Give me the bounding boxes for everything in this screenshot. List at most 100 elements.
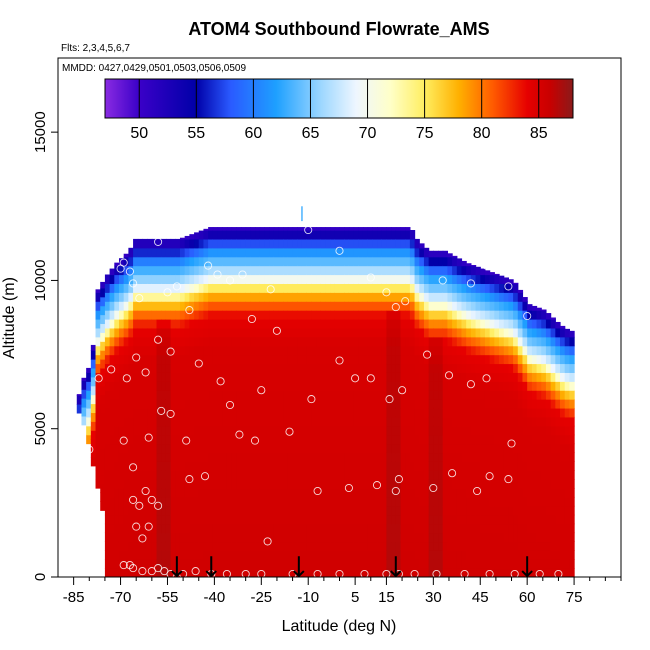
- field-cell: [358, 407, 364, 418]
- field-cell: [362, 416, 369, 427]
- field-cell: [151, 301, 158, 311]
- field-cell: [255, 292, 261, 302]
- field-cell: [423, 292, 430, 302]
- field-cell: [184, 345, 190, 356]
- field-cell: [231, 363, 237, 373]
- field-cell: [353, 292, 359, 302]
- field-cell: [456, 470, 463, 480]
- field-cell: [419, 568, 425, 577]
- field-cell: [362, 372, 369, 382]
- field-cell: [259, 381, 266, 391]
- field-cell: [301, 443, 308, 454]
- sample-point: [185, 306, 194, 315]
- field-cell: [297, 238, 303, 249]
- field-cell: [259, 488, 266, 498]
- field-cell: [95, 289, 101, 293]
- field-cell: [109, 292, 115, 302]
- field-cell: [545, 550, 552, 560]
- field-cell: [311, 363, 317, 373]
- field-cell: [222, 265, 228, 276]
- field-cell: [165, 550, 172, 560]
- field-cell: [226, 425, 233, 436]
- field-cell: [161, 523, 167, 534]
- field-cell: [531, 310, 538, 320]
- field-cell: [175, 301, 181, 311]
- field-cell: [198, 274, 205, 284]
- field-cell: [405, 505, 411, 516]
- field-cell: [452, 514, 458, 525]
- field-cell: [527, 363, 533, 373]
- field-cell: [409, 345, 416, 356]
- field-cell: [283, 443, 289, 454]
- field-cell: [489, 292, 495, 302]
- field-cell: [480, 523, 486, 534]
- sample-point: [257, 386, 266, 395]
- field-cell: [484, 372, 491, 382]
- sample-point: [107, 365, 116, 374]
- field-cell: [395, 310, 402, 320]
- field-cell: [118, 568, 125, 577]
- field-cell: [301, 247, 308, 258]
- field-cell: [133, 479, 139, 489]
- field-cell: [283, 327, 289, 338]
- field-cell: [489, 274, 495, 284]
- field-cell: [560, 345, 566, 356]
- field-cell: [198, 327, 205, 338]
- field-cell: [203, 230, 209, 240]
- field-cell: [419, 550, 425, 560]
- field-cell: [133, 470, 139, 480]
- field-cell: [508, 425, 514, 436]
- field-cell: [212, 523, 219, 534]
- field-cell: [433, 310, 439, 320]
- field-cell: [428, 327, 434, 338]
- field-cell: [409, 416, 416, 427]
- field-cell: [353, 318, 359, 329]
- field-cell: [395, 532, 402, 543]
- field-cell: [283, 461, 289, 471]
- field-cell: [344, 345, 350, 356]
- field-cell: [564, 328, 570, 338]
- field-cell: [184, 327, 190, 338]
- field-cell: [151, 434, 158, 445]
- field-cell: [545, 434, 552, 445]
- field-cell: [114, 488, 120, 498]
- field-cell: [362, 452, 369, 462]
- field-cell: [175, 407, 181, 418]
- field-cell: [118, 488, 125, 498]
- field-cell: [90, 421, 97, 431]
- field-cell: [114, 310, 120, 320]
- field-cell: [231, 488, 237, 498]
- field-cell: [344, 505, 350, 516]
- field-cell: [287, 399, 294, 409]
- field-cell: [405, 479, 411, 489]
- field-cell: [555, 372, 561, 382]
- field-cell: [564, 550, 570, 560]
- field-cell: [226, 399, 233, 409]
- field-cell: [297, 363, 303, 373]
- field-cell: [494, 399, 500, 409]
- field-cell: [100, 474, 106, 485]
- field-cell: [156, 310, 162, 320]
- field-cell: [499, 443, 505, 454]
- field-cell: [240, 523, 247, 534]
- field-cell: [198, 532, 205, 543]
- field-cell: [306, 283, 312, 293]
- field-cell: [217, 345, 223, 356]
- field-cell: [423, 514, 430, 525]
- field-cell: [109, 443, 115, 454]
- field-cell: [428, 425, 434, 436]
- field-cell: [367, 416, 373, 427]
- field-cell: [358, 496, 364, 507]
- field-cell: [569, 372, 575, 382]
- field-cell: [423, 407, 430, 418]
- field-cell: [212, 425, 219, 436]
- field-cell: [184, 265, 190, 276]
- field-cell: [170, 292, 176, 302]
- field-cell: [475, 327, 481, 338]
- field-cell: [95, 363, 101, 373]
- field-cell: [161, 318, 167, 329]
- field-cell: [362, 336, 369, 347]
- field-cell: [503, 479, 509, 489]
- field-cell: [147, 407, 153, 418]
- field-cell: [438, 390, 444, 400]
